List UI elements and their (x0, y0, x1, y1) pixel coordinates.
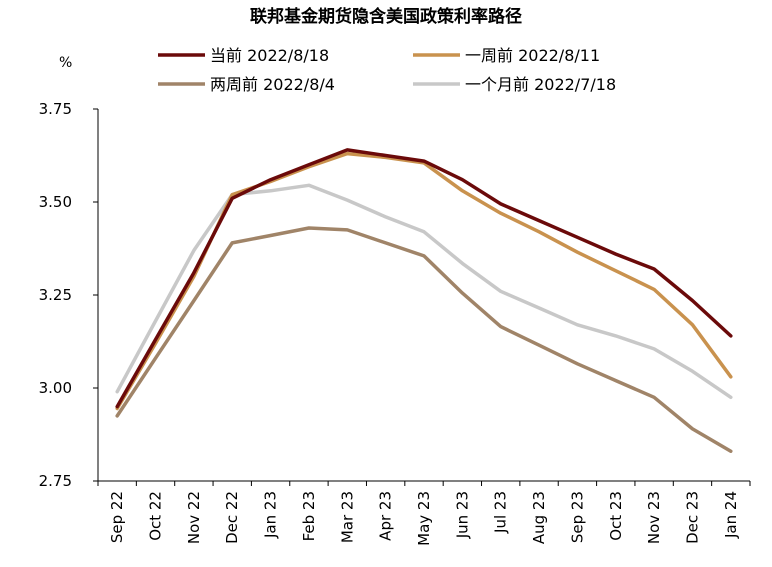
x-tick-label: Apr 23 (377, 491, 395, 541)
legend-label-one-month-ago: 一个月前 2022/7/18 (465, 75, 616, 94)
y-tick-label: 3.50 (39, 193, 72, 211)
series-line-two-weeks-ago (115, 226, 733, 453)
legend-label-one-week-ago: 一周前 2022/8/11 (465, 46, 600, 65)
series-line-current (115, 148, 733, 409)
x-tick-label: Dec 22 (223, 491, 241, 544)
x-tick-label: Feb 23 (300, 491, 318, 541)
x-tick-label: Jan 24 (722, 491, 740, 539)
x-tick-label: Jun 23 (453, 491, 471, 539)
series-line-one-week-ago (115, 151, 733, 411)
x-axis: Sep 22 Oct 22 Nov 22 Dec 22 Jan 23 Feb 23 Mar … (97, 480, 751, 546)
series-line-one-month-ago (115, 183, 733, 400)
y-tick-label: 2.75 (39, 472, 72, 490)
x-tick-label: Nov 22 (185, 491, 203, 544)
x-tick-label: May 23 (415, 491, 433, 546)
x-tick-label: Sep 22 (108, 491, 126, 543)
x-tick-label: Oct 22 (147, 491, 165, 541)
chart-title: 联邦基金期货隐含美国政策利率路径 (250, 6, 522, 27)
series-layer (115, 148, 733, 453)
y-tick-label: 3.75 (39, 100, 72, 118)
legend-item-current: 当前 2022/8/18 (158, 46, 329, 65)
legend-label-current: 当前 2022/8/18 (210, 46, 329, 65)
x-tick-label: Dec 23 (683, 491, 701, 544)
x-tick-label: Sep 23 (568, 491, 586, 543)
x-tick-label: Nov 23 (645, 491, 663, 544)
legend-item-one-month-ago: 一个月前 2022/7/18 (413, 75, 616, 94)
legend-item-two-weeks-ago: 两周前 2022/8/4 (158, 75, 335, 94)
x-tick-label: Oct 23 (607, 491, 625, 541)
y-tick-label: 3.25 (39, 286, 72, 304)
x-tick-label: Jan 23 (262, 491, 280, 539)
y-axis: 2.75 3.00 3.25 3.50 3.75 (39, 100, 99, 490)
y-unit-label: % (59, 55, 72, 71)
legend-label-two-weeks-ago: 两周前 2022/8/4 (210, 75, 335, 94)
legend: 当前 2022/8/18 一周前 2022/8/11 两周前 2022/8/4 … (158, 46, 616, 94)
x-tick-label: Jul 23 (492, 491, 510, 534)
y-tick-label: 3.00 (39, 379, 72, 397)
legend-item-one-week-ago: 一周前 2022/8/11 (413, 46, 600, 65)
x-tick-label: Mar 23 (338, 491, 356, 543)
x-tick-label: Aug 23 (530, 491, 548, 544)
